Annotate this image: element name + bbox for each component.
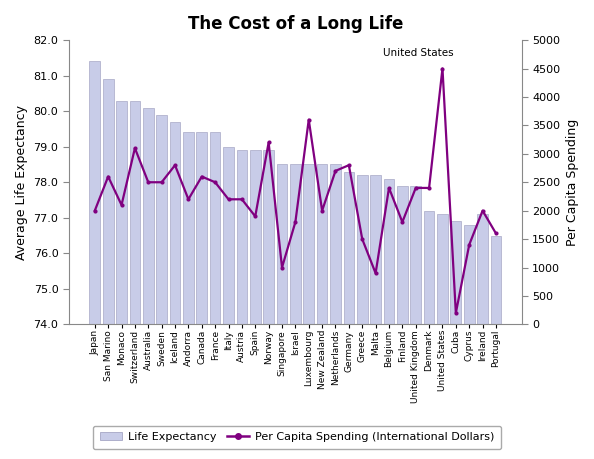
Bar (384, 179, 394, 325)
Bar (223, 147, 234, 325)
Y-axis label: Per Capita Spending: Per Capita Spending (566, 118, 579, 246)
Legend: Life Expectancy, Per Capita Spending (International Dollars): Life Expectancy, Per Capita Spending (In… (93, 425, 501, 449)
Bar (197, 133, 207, 325)
Bar (170, 122, 181, 325)
Bar (397, 186, 407, 325)
Y-axis label: Average Life Expectancy: Average Life Expectancy (15, 105, 28, 260)
Bar (250, 150, 261, 325)
Bar (464, 225, 475, 325)
Bar (277, 164, 287, 325)
Bar (437, 214, 448, 325)
Bar (143, 107, 154, 325)
Bar (357, 175, 368, 325)
Bar (236, 150, 247, 325)
Bar (304, 164, 314, 325)
Bar (491, 235, 501, 325)
Bar (290, 164, 301, 325)
Bar (477, 214, 488, 325)
Bar (450, 221, 461, 325)
Bar (317, 164, 327, 325)
Text: United States: United States (383, 48, 454, 58)
Bar (263, 150, 274, 325)
Bar (343, 172, 354, 325)
Bar (424, 211, 434, 325)
Bar (156, 115, 167, 325)
Bar (410, 186, 421, 325)
Bar (116, 101, 127, 325)
Title: The Cost of a Long Life: The Cost of a Long Life (188, 15, 403, 33)
Bar (370, 175, 381, 325)
Bar (103, 79, 113, 325)
Bar (330, 164, 341, 325)
Bar (90, 62, 100, 325)
Bar (183, 133, 194, 325)
Bar (129, 101, 140, 325)
Bar (210, 133, 220, 325)
